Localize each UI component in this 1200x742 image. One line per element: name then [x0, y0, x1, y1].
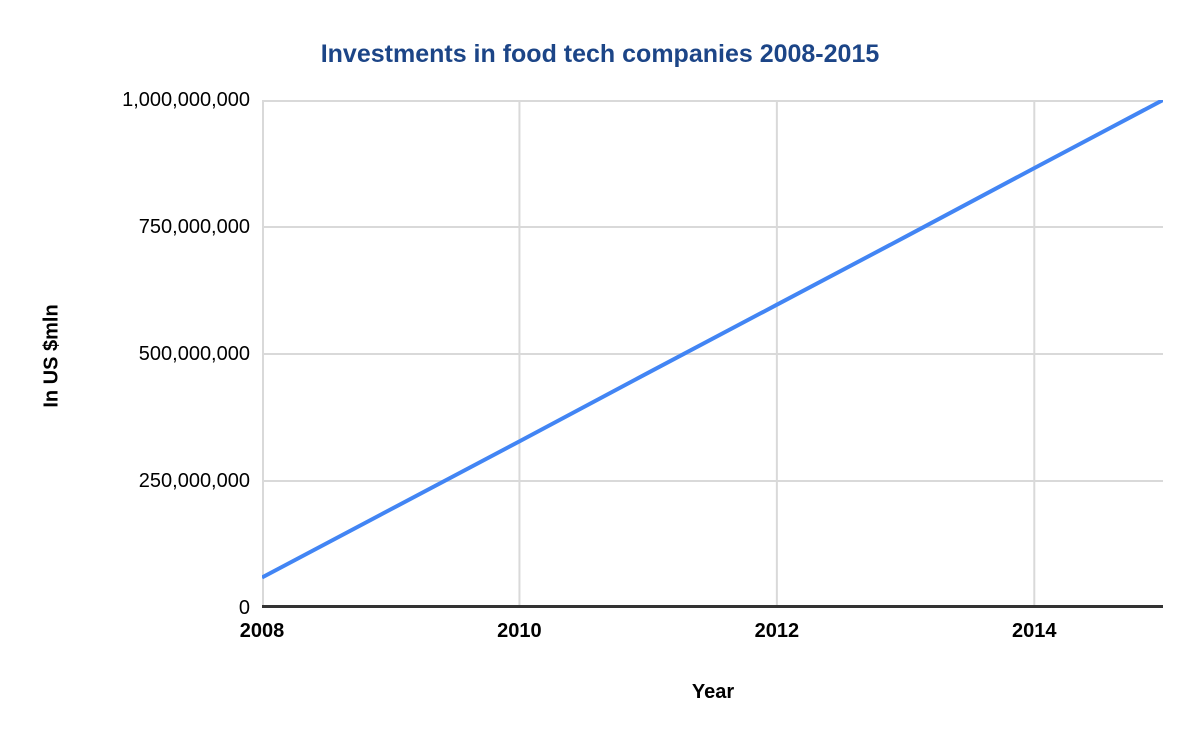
y-tick-label: 500,000,000 [138, 343, 250, 365]
series-line-investments [262, 100, 1163, 580]
chart-title: Investments in food tech companies 2008-… [320, 40, 880, 68]
x-tick-label: 2008 [239, 620, 285, 642]
plot-canvas [262, 100, 1163, 608]
y-tick-label: 0 [238, 597, 250, 619]
x-axis-title: Year [691, 681, 735, 703]
plot-area [262, 100, 1163, 608]
x-tick-label: 2014 [1012, 620, 1057, 642]
x-tick-label: 2012 [754, 620, 800, 642]
y-tick-label: 250,000,000 [138, 470, 250, 492]
x-tick-label: 2010 [497, 620, 542, 642]
y-tick-label: 750,000,000 [138, 216, 250, 238]
y-tick-label: 1,000,000,000 [122, 89, 250, 111]
